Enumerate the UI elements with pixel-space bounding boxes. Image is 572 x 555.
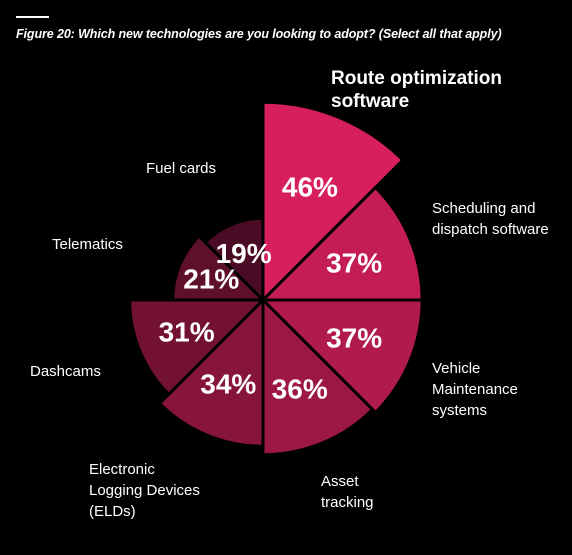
slice-value-label: 37%	[326, 323, 382, 354]
pie-slice	[203, 216, 265, 304]
pie-slice	[259, 298, 424, 415]
slice-category-label: Asset tracking	[321, 473, 374, 511]
slice-category-label: Electronic Logging Devices (ELDs)	[89, 461, 200, 520]
slice-category-label: Route optimization software	[331, 68, 502, 112]
slice-value-label: 21%	[183, 264, 239, 295]
pie-slice	[261, 100, 406, 304]
slice-category-label: Telematics	[52, 236, 123, 253]
slice-category-label: Fuel cards	[146, 160, 216, 177]
slice-value-label: 31%	[159, 317, 215, 348]
slice-category-label: Dashcams	[30, 363, 101, 380]
title-rule	[16, 16, 49, 18]
pie-slice	[157, 296, 265, 448]
pie-slice	[259, 185, 424, 302]
slice-value-label: 34%	[200, 369, 256, 400]
slice-category-label: Vehicle Maintenance systems	[432, 360, 518, 419]
pie-slice	[128, 298, 267, 397]
slice-value-label: 37%	[326, 247, 382, 278]
slice-value-label: 36%	[272, 374, 328, 405]
pie-slice	[261, 296, 375, 457]
slice-value-label: 46%	[282, 172, 338, 203]
figure-title: Figure 20: Which new technologies are yo…	[16, 27, 502, 41]
slice-category-label: Scheduling and dispatch software	[432, 200, 549, 238]
pie-slice	[171, 233, 267, 302]
slice-value-label: 19%	[216, 238, 272, 269]
